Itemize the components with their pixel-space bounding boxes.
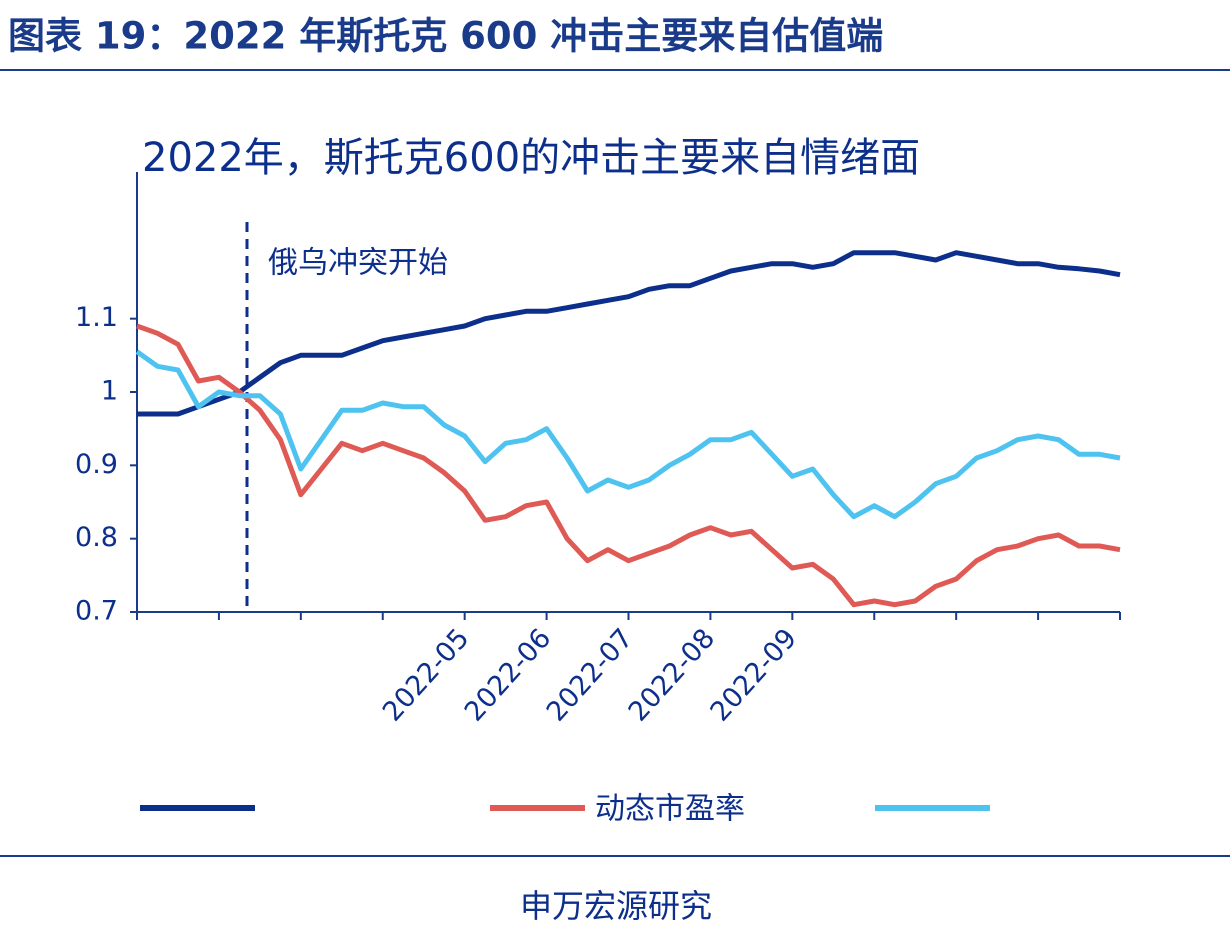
- legend-label: 动态市盈率: [595, 792, 745, 827]
- y-tick-label: 0.7: [75, 596, 118, 627]
- x-tick-label: 2022-06: [459, 623, 558, 728]
- y-tick-label: 0.8: [75, 522, 118, 553]
- header-title: 图表 19：2022 年斯托克 600 冲击主要来自估值端: [8, 15, 883, 58]
- x-tick-label: 2022-08: [623, 623, 722, 728]
- y-tick-label: 1.1: [75, 302, 118, 333]
- x-tick-label: 2022-09: [705, 623, 804, 728]
- series-line: [136, 323, 1121, 608]
- x-tick-label: 2022-07: [541, 623, 640, 728]
- y-tick-label: 0.9: [75, 449, 118, 480]
- source: 申万宏源研究: [520, 887, 712, 925]
- x-tick-label: 2022-05: [377, 623, 476, 728]
- series-line: [135, 349, 1121, 520]
- chart-title: 2022年，斯托克600的冲击主要来自情绪面: [142, 135, 920, 181]
- y-tick-label: 1: [101, 376, 118, 407]
- series-line: [137, 250, 1121, 417]
- annotation: 俄乌冲突开始: [268, 246, 448, 281]
